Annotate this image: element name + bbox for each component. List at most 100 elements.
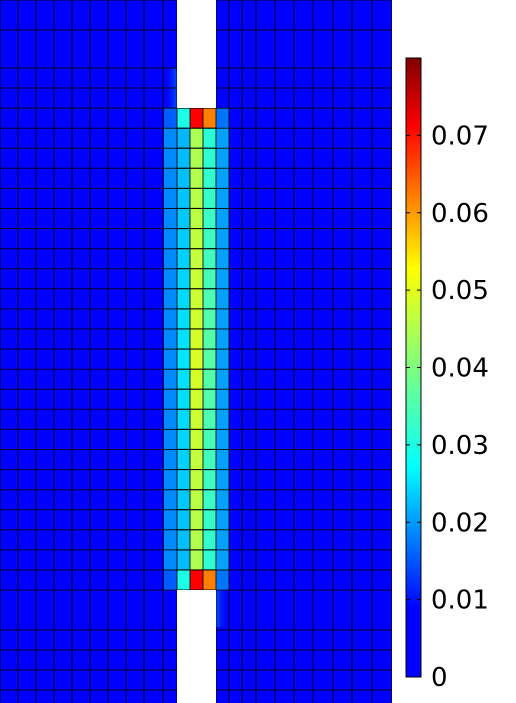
strip-cell: [190, 529, 203, 550]
strip-side-cell: [216, 529, 229, 550]
strip-side-cell: [164, 128, 177, 149]
strip-cell: [177, 128, 190, 149]
strip-side-cell: [164, 349, 177, 370]
strip-side-cell: [216, 509, 229, 530]
colorbar-tick-label: 0.05: [431, 276, 489, 306]
colorbar-tick-label: 0: [431, 663, 448, 693]
strip-side-cell: [216, 288, 229, 309]
strip-cell: [177, 489, 190, 510]
strip-side-cell: [216, 349, 229, 370]
strip-cell: [177, 389, 190, 410]
strip-cell: [190, 449, 203, 470]
mesh-right-block: [216, 0, 392, 703]
strip-cell: [177, 188, 190, 209]
strip-side-cell: [216, 369, 229, 390]
strip-side-cell: [164, 409, 177, 430]
strip-cell: [203, 389, 216, 410]
strip-side-cell: [164, 529, 177, 550]
strip-cell: [190, 128, 203, 149]
strip-cell: [190, 168, 203, 189]
strip-cell: [190, 268, 203, 289]
strip-cell: [177, 108, 190, 129]
strip-cell: [190, 248, 203, 269]
strip-side-cell: [164, 268, 177, 289]
strip-cell: [190, 188, 203, 209]
strip-side-cell: [216, 409, 229, 430]
strip-cell: [203, 449, 216, 470]
strip-cell: [190, 369, 203, 390]
strip-cell: [203, 288, 216, 309]
strip-side-cell: [164, 188, 177, 209]
strip-side-cell: [216, 168, 229, 189]
strip-cell: [177, 369, 190, 390]
strip-cell: [177, 569, 190, 590]
strip-cell: [177, 449, 190, 470]
strip-side-cell: [164, 509, 177, 530]
strip-cell: [190, 148, 203, 169]
strip-cell: [177, 148, 190, 169]
strip-side-cell: [216, 228, 229, 249]
strip-side-cell: [164, 208, 177, 229]
strip-cell: [203, 509, 216, 530]
strip-side-cell: [216, 188, 229, 209]
colorbar-ticks: 0 0.01 0.02 0.03 0.04 0.05 0.06 0.07: [406, 121, 489, 693]
strip-side-cell: [164, 308, 177, 329]
strip-cell: [203, 168, 216, 189]
strip-side-cell: [164, 328, 177, 349]
strip-cell: [203, 489, 216, 510]
strip-cell: [177, 288, 190, 309]
strip-side-cell: [216, 148, 229, 169]
strip-side-cell: [164, 449, 177, 470]
strip-cell: [177, 268, 190, 289]
strip-side-cell: [164, 108, 177, 129]
strip-cell: [203, 429, 216, 450]
colorbar-tick-label: 0.04: [431, 354, 489, 384]
strip-side-cell: [164, 228, 177, 249]
strip-cell: [203, 369, 216, 390]
strip-side-cell: [216, 429, 229, 450]
mesh-left-block: [0, 0, 177, 703]
strip-side-cell: [164, 248, 177, 269]
strip-side-cell: [216, 449, 229, 470]
strip-cell: [177, 349, 190, 370]
strip-cell: [190, 389, 203, 410]
colorbar-tick-label: 0.01: [431, 586, 489, 616]
strip-cell: [190, 409, 203, 430]
strip-cell: [177, 328, 190, 349]
strip-cell: [190, 108, 203, 129]
strip-side-cell: [164, 288, 177, 309]
strip-cell: [203, 529, 216, 550]
strip-side-cell: [216, 248, 229, 269]
strip-cell: [177, 469, 190, 490]
strip-cell: [203, 128, 216, 149]
strip-side-cell: [164, 489, 177, 510]
strip-cell: [203, 268, 216, 289]
strip-cell: [190, 429, 203, 450]
strip-cell: [203, 208, 216, 229]
strip-cell: [190, 308, 203, 329]
strip-cell: [190, 328, 203, 349]
strip-cell: [177, 248, 190, 269]
strip-cells: [164, 108, 229, 590]
strip-side-cell: [216, 328, 229, 349]
strip-cell: [177, 509, 190, 530]
colorbar-tick-label: 0.07: [431, 121, 489, 151]
strip-side-cell: [216, 108, 229, 129]
strip-side-cell: [216, 569, 229, 590]
strip-side-cell: [164, 168, 177, 189]
strip-side-cell: [216, 268, 229, 289]
colorbar-tick-label: 0.02: [431, 508, 489, 538]
strip-cell: [177, 308, 190, 329]
colorbar: 0 0.01 0.02 0.03 0.04 0.05 0.06 0.07: [405, 57, 489, 693]
strip-cell: [203, 228, 216, 249]
strip-cell: [190, 569, 203, 590]
strip-cell: [177, 208, 190, 229]
strip-cell: [190, 288, 203, 309]
strip-cell: [203, 349, 216, 370]
strip-cell: [190, 489, 203, 510]
strip-cell: [177, 529, 190, 550]
strip-side-cell: [164, 549, 177, 570]
strip-cell: [203, 148, 216, 169]
colorbar-tick-label: 0.03: [431, 431, 489, 461]
